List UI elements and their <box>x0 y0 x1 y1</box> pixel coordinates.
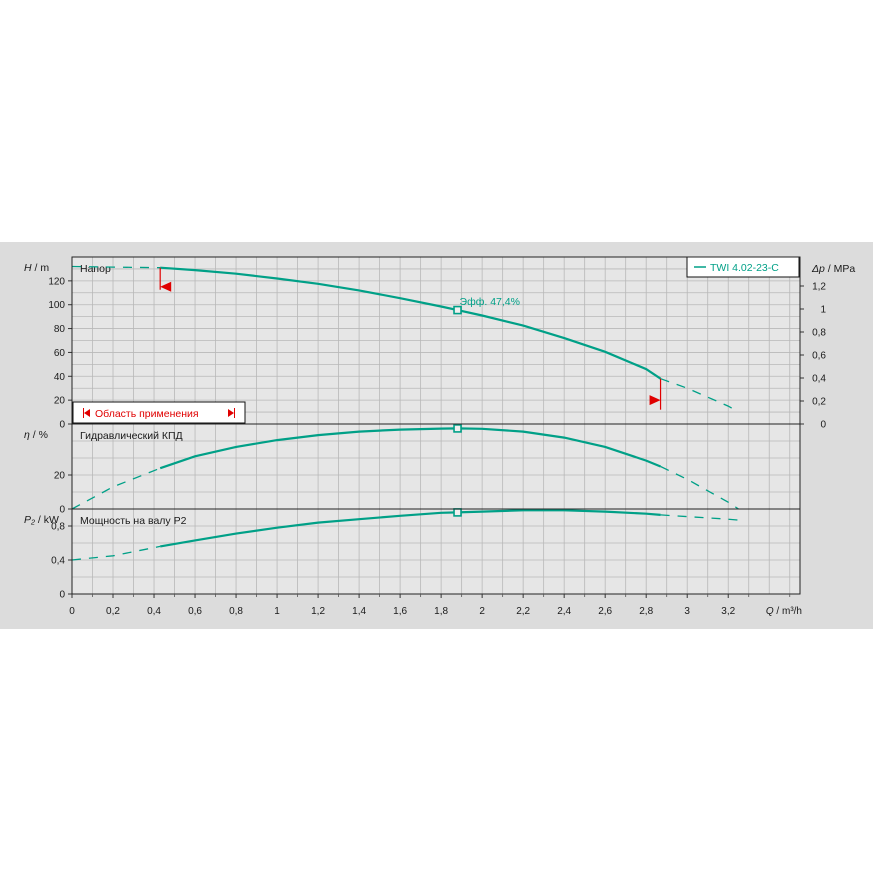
y2-tick-label: 0,6 <box>812 351 826 362</box>
x-tick-label: 3,2 <box>721 606 735 617</box>
y2-axis-label: Δp / MPa <box>811 263 855 275</box>
x-tick-label: 1,6 <box>393 606 407 617</box>
x-tick-label: 2 <box>479 606 485 617</box>
y2-tick-label: 0,8 <box>812 328 826 339</box>
range-min-marker <box>160 281 172 292</box>
curve-efficiency-dashed-high <box>660 465 739 510</box>
y2-tick-label: 1 <box>820 305 826 316</box>
application-range-label: Область применения <box>95 408 199 420</box>
range-legend-arrow-right <box>228 409 234 417</box>
operating-point-head <box>453 305 462 315</box>
x-tick-label: 3 <box>684 606 690 617</box>
curve-head-dashed-low <box>71 265 161 269</box>
y2-tick-label: 0 <box>820 420 826 431</box>
x-tick-label: 0 <box>69 606 75 617</box>
y-tick-label: 0 <box>59 420 65 431</box>
panel-title-head: Напор <box>80 263 111 275</box>
x-tick-label: 0,4 <box>147 606 161 617</box>
curve-power-dashed-low <box>71 545 161 561</box>
operating-point-efficiency <box>453 424 462 433</box>
x-axis-label: Q / m³/h <box>766 606 802 617</box>
y2-tick-label: 1,2 <box>812 282 826 293</box>
series-legend-label: TWI 4.02-23-C <box>710 262 779 274</box>
y-tick-label: 80 <box>54 324 66 335</box>
y-tick-label: 20 <box>54 471 66 482</box>
operating-point-power <box>453 508 462 517</box>
panel-title-efficiency: Гидравлический КПД <box>80 430 183 442</box>
x-tick-label: 1,4 <box>352 606 366 617</box>
y-tick-label: 0,4 <box>51 556 65 567</box>
efficiency-annotation: Эфф. 47,4% <box>460 296 520 308</box>
y2-tick-label: 0,2 <box>812 397 826 408</box>
y2-tick-label: 0,4 <box>812 374 826 385</box>
y-axis-label-power: P₂ / kW <box>24 514 59 526</box>
plot-area-efficiency <box>72 424 800 509</box>
x-tick-label: 0,2 <box>106 606 120 617</box>
curve-power-dashed-high <box>660 514 739 521</box>
x-tick-label: 0,8 <box>229 606 243 617</box>
plot-frame <box>71 256 801 595</box>
y-axis-label-head: H / m <box>24 262 49 274</box>
x-tick-label: 2,2 <box>516 606 530 617</box>
x-tick-label: 2,6 <box>598 606 612 617</box>
range-legend-arrow-left <box>84 409 90 417</box>
x-tick-label: 1 <box>274 606 280 617</box>
y-axis-label-efficiency: η / % <box>24 429 48 441</box>
y-tick-label: 120 <box>48 276 65 287</box>
application-range-legend <box>72 401 246 424</box>
y-tick-label: 0,8 <box>51 522 65 533</box>
y-tick-label: 0 <box>59 590 65 601</box>
y-tick-label: 0 <box>59 505 65 516</box>
curve-power <box>160 509 661 548</box>
x-tick-label: 2,4 <box>557 606 571 617</box>
curve-efficiency <box>159 427 662 470</box>
range-max-marker <box>649 395 661 406</box>
x-tick-label: 1,2 <box>311 606 325 617</box>
y-tick-label: 40 <box>54 372 66 383</box>
x-tick-label: 0,6 <box>188 606 202 617</box>
pump-performance-chart: 0 20 40 60 80 100 120 H / m Напор 0 0,2 0,4 0,6 0,8 1 1… <box>0 242 873 629</box>
panel-title-power: Мощность на валу P2 <box>80 515 187 527</box>
curve-head <box>160 266 662 380</box>
y-tick-label: 20 <box>54 396 66 407</box>
x-tick-label: 2,8 <box>639 606 653 617</box>
y-tick-label: 60 <box>54 348 66 359</box>
x-tick-label: 1,8 <box>434 606 448 617</box>
plot-area-power <box>72 509 800 594</box>
y-tick-label: 100 <box>48 300 65 311</box>
